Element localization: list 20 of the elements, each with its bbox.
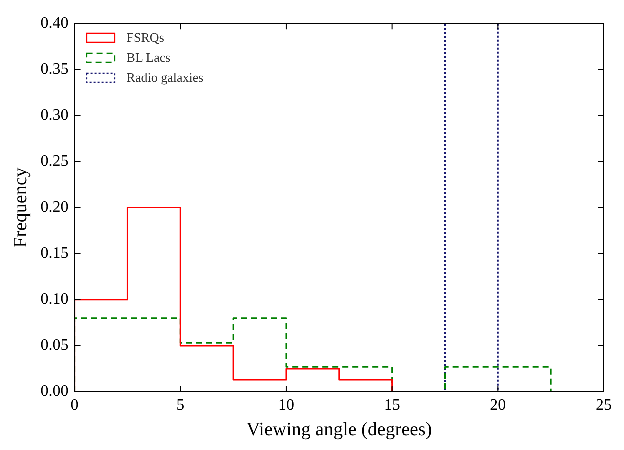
y-tick-label: 0.40 xyxy=(40,14,69,32)
y-tick-label: 0.10 xyxy=(40,291,69,308)
y-tick-label: 0.30 xyxy=(40,106,69,124)
legend-label: FSRQs xyxy=(126,30,164,46)
y-tick-label: 0.05 xyxy=(40,337,69,354)
x-tick-label: 0 xyxy=(70,396,79,414)
x-tick-label: 15 xyxy=(384,396,400,414)
y-axis-title: Frequency xyxy=(10,167,32,248)
y-tick-label: 0.00 xyxy=(40,383,69,400)
legend-label: BL Lacs xyxy=(126,50,171,66)
x-tick-label: 20 xyxy=(490,396,506,414)
x-tick-label: 10 xyxy=(278,396,294,414)
y-tick-label: 0.20 xyxy=(40,199,69,216)
x-tick-label: 25 xyxy=(596,396,612,414)
y-tick-label: 0.25 xyxy=(40,152,69,170)
x-tick-label: 5 xyxy=(176,396,185,414)
x-axis-title: Viewing angle (degrees) xyxy=(246,420,432,441)
y-tick-label: 0.15 xyxy=(40,245,69,262)
y-tick-label: 0.35 xyxy=(40,60,69,78)
legend-label: Radio galaxies xyxy=(126,70,204,86)
